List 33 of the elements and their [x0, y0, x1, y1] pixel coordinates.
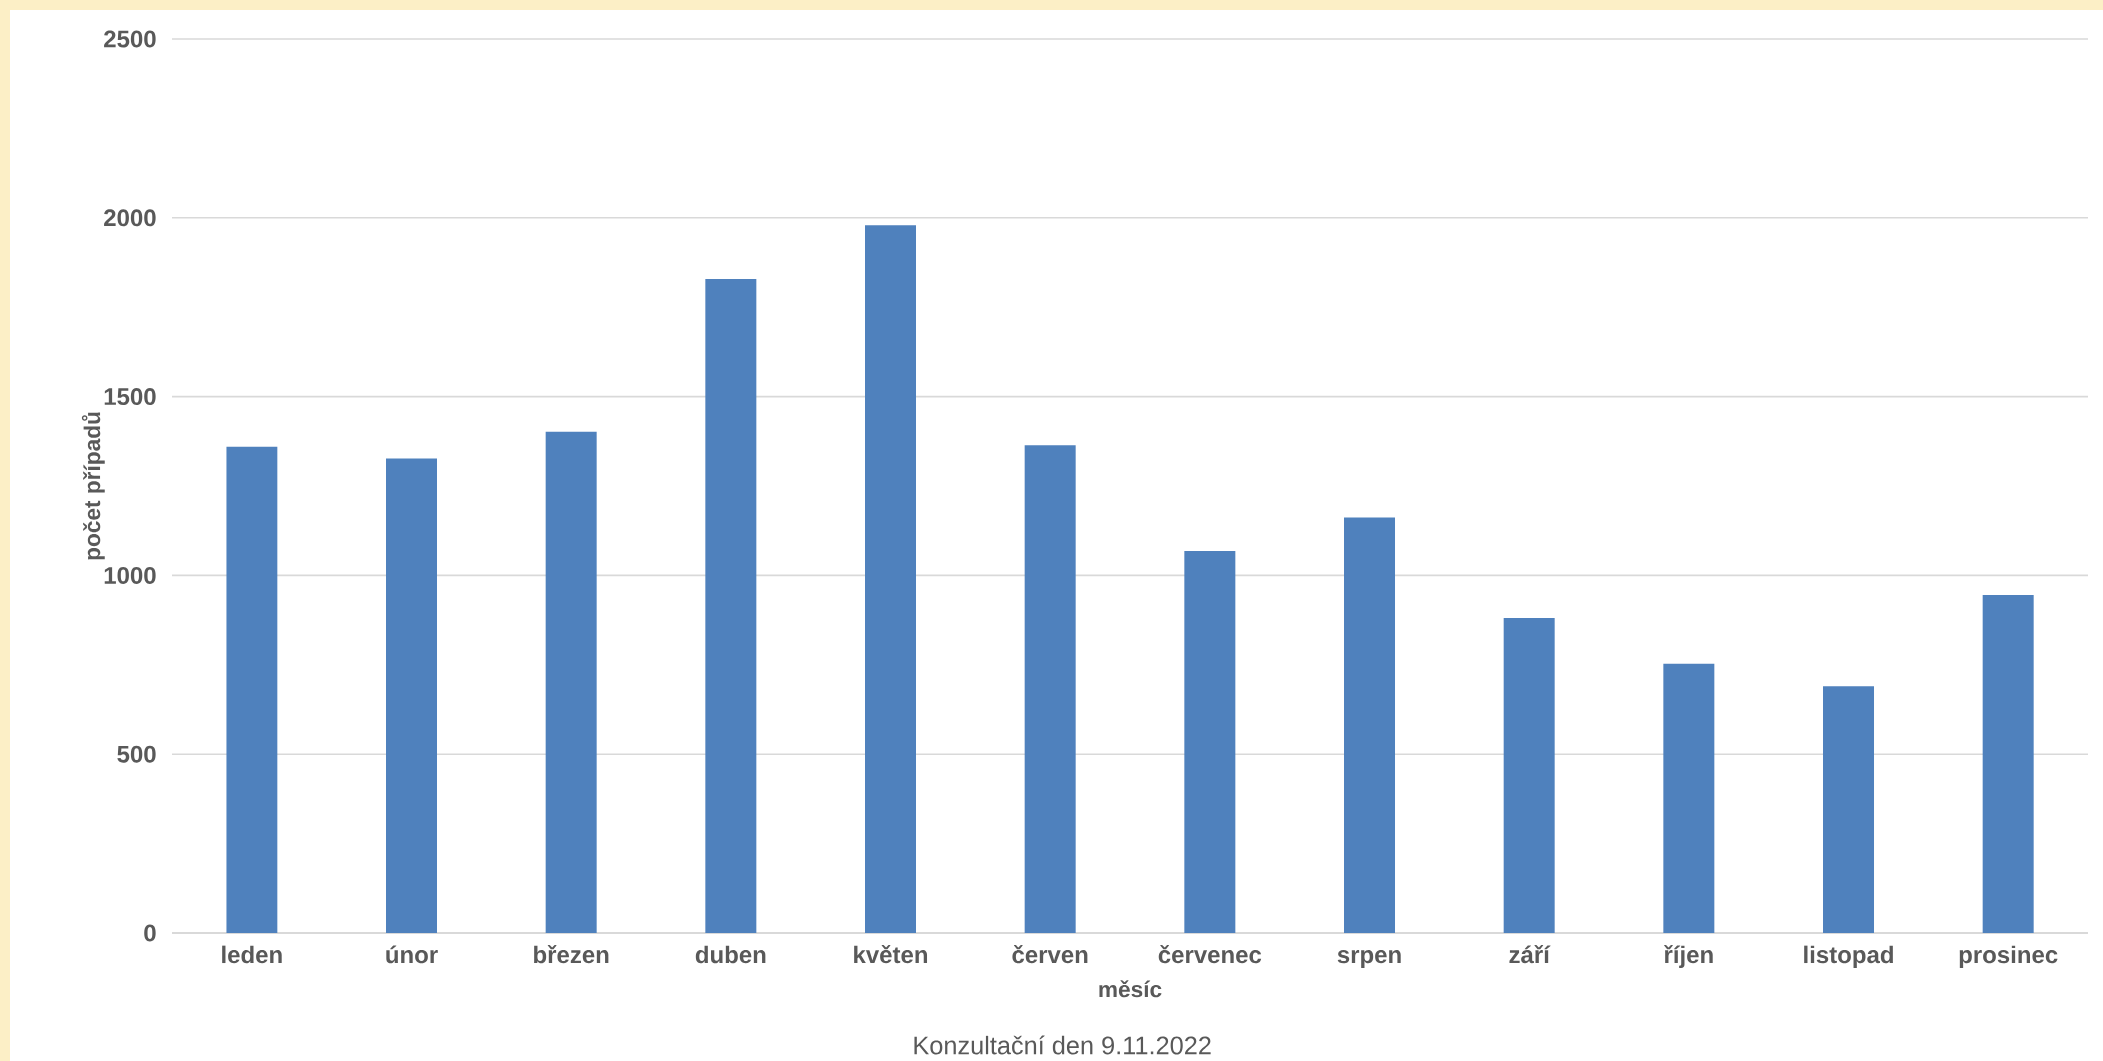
bar [386, 458, 437, 933]
x-axis-title: měsíc [1099, 980, 1162, 998]
bar [1024, 445, 1076, 933]
text: Konzultační den 9.11.2022 [914, 1035, 1211, 1055]
x-tick-label: září [1509, 945, 1551, 964]
bar [545, 431, 597, 933]
x-tick-label: leden [222, 945, 282, 964]
x-tick-label: únor [386, 945, 438, 964]
x-tick-label: červen [1012, 945, 1088, 964]
bar [705, 278, 757, 933]
bar [1823, 686, 1875, 933]
y-tick-label: 500 [117, 745, 156, 763]
x-tick-label: prosinec [1959, 945, 2058, 969]
x-tick-label: duben [695, 945, 766, 964]
x-tick-label: červenec [1158, 945, 1262, 964]
y-tick-label: 1000 [104, 566, 156, 584]
bar [1344, 517, 1396, 933]
x-tick-label: srpen [1337, 950, 1401, 969]
y-tick-label: 1500 [104, 388, 156, 406]
bar [1503, 617, 1555, 933]
x-tick-label: květen [854, 945, 928, 964]
y-tick-label: 2500 [104, 30, 156, 48]
bar [1982, 595, 2034, 933]
y-tick-label: 2000 [104, 209, 156, 227]
bar [226, 446, 278, 933]
bar [865, 225, 916, 933]
x-tick-label: listopad [1804, 945, 1893, 969]
bar [1663, 663, 1715, 933]
y-axis-title: počet případů [81, 412, 105, 560]
x-tick-label: říjen [1664, 945, 1713, 969]
bar [1184, 551, 1236, 933]
x-tick-label: březen [534, 945, 609, 964]
y-tick-label: 0 [144, 924, 156, 942]
